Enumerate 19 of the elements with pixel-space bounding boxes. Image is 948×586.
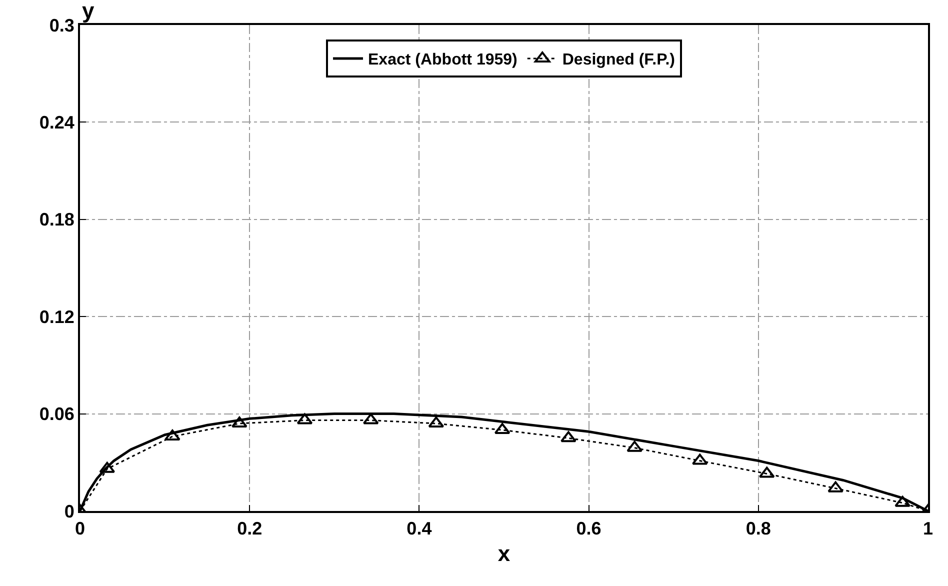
point — [164, 429, 180, 440]
y-tick-label: 0.12 — [39, 306, 74, 327]
x-axis-title: x — [498, 541, 511, 566]
y-tick-label: 0 — [64, 501, 74, 522]
x-tick-label: 1 — [922, 518, 934, 539]
legend-label: Designed (F.P.) — [562, 52, 675, 69]
x-tick-label: 0.8 — [746, 518, 771, 539]
x-tick-label: 0.2 — [237, 518, 262, 539]
y-axis-title: y — [82, 0, 95, 23]
y-tick-label: 0.18 — [39, 210, 74, 230]
point — [828, 481, 844, 492]
legend-label: Exact (Abbott 1959) — [368, 52, 518, 69]
y-tick-label: 0.3 — [49, 15, 74, 36]
y-tick-label: 0.24 — [39, 112, 74, 132]
point — [560, 431, 576, 442]
x-tick-label: 0.4 — [406, 518, 432, 539]
y-tick-label: 0.06 — [39, 404, 74, 424]
point — [894, 496, 910, 507]
x-tick-label: 0.6 — [576, 518, 602, 539]
